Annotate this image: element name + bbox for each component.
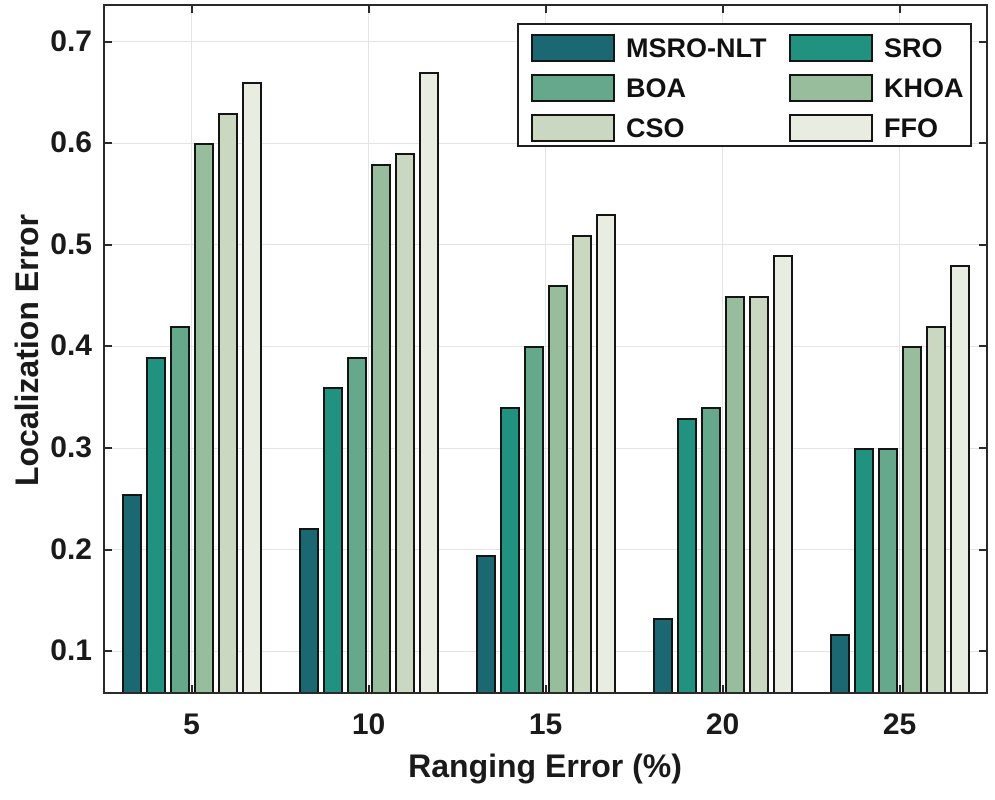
x-tick-top-25	[898, 4, 901, 13]
bar-boa-15	[523, 346, 544, 694]
legend-swatch-cso	[531, 114, 615, 142]
bar-msro-nlt-15	[475, 554, 496, 694]
bar-khoa-15	[547, 285, 568, 694]
v-gridline-10	[368, 4, 369, 694]
bar-khoa-5	[193, 143, 214, 694]
bar-sro-25	[853, 448, 874, 694]
y-tick-label-0.1: 0.1	[50, 634, 92, 668]
legend-swatch-msro-nlt	[531, 34, 615, 62]
legend: MSRO-NLT SRO BOA KHOA CSO FFO	[517, 23, 972, 147]
y-tick-right-0.7	[979, 40, 988, 43]
x-tick-bottom-20	[721, 685, 724, 694]
bar-cso-20	[748, 295, 769, 694]
v-gridline-25	[899, 4, 900, 694]
y-tick-right-0.3	[979, 447, 988, 450]
legend-label-ffo: FFO	[884, 113, 938, 143]
y-tick-left-0.7	[103, 40, 112, 43]
y-tick-right-0.4	[979, 345, 988, 348]
legend-label-boa: BOA	[626, 73, 686, 103]
y-tick-label-0.7: 0.7	[50, 24, 92, 58]
legend-label-msro-nlt: MSRO-NLT	[626, 33, 767, 63]
bar-msro-nlt-10	[298, 528, 319, 694]
bar-boa-10	[346, 356, 367, 694]
y-tick-left-0.6	[103, 142, 112, 145]
legend-swatch-boa	[531, 74, 615, 102]
bar-msro-nlt-25	[829, 634, 850, 694]
bar-cso-25	[925, 326, 946, 694]
bar-boa-25	[877, 448, 898, 694]
y-tick-label-0.6: 0.6	[50, 126, 92, 160]
y-tick-label-0.3: 0.3	[50, 431, 92, 465]
legend-item-msro-nlt: MSRO-NLT	[531, 33, 766, 64]
y-tick-left-0.2	[103, 548, 112, 551]
x-tick-label-25: 25	[882, 708, 917, 741]
legend-item-boa: BOA	[531, 73, 746, 104]
v-gridline-20	[722, 4, 723, 694]
x-tick-label-20: 20	[705, 708, 740, 741]
x-tick-bottom-25	[898, 685, 901, 694]
x-tick-top-10	[367, 4, 370, 13]
legend-label-cso: CSO	[626, 113, 685, 143]
y-tick-label-0.4: 0.4	[50, 329, 92, 363]
plot-area	[103, 4, 988, 694]
bar-msro-nlt-20	[652, 617, 673, 694]
legend-item-sro: SRO	[789, 33, 995, 64]
x-tick-top-5	[190, 4, 193, 13]
x-tick-bottom-5	[190, 685, 193, 694]
y-tick-left-0.5	[103, 243, 112, 246]
legend-item-ffo: FFO	[789, 113, 995, 144]
bar-ffo-20	[772, 255, 793, 694]
x-tick-label-15: 15	[528, 708, 563, 741]
y-tick-left-0.4	[103, 345, 112, 348]
legend-label-sro: SRO	[884, 33, 943, 63]
bar-ffo-15	[595, 214, 616, 694]
y-tick-right-0.1	[979, 650, 988, 653]
v-gridline-5	[191, 4, 192, 694]
legend-label-khoa: KHOA	[884, 73, 964, 103]
y-tick-right-0.5	[979, 243, 988, 246]
legend-item-cso: CSO	[531, 113, 746, 144]
legend-swatch-khoa	[789, 74, 873, 102]
bar-cso-15	[571, 234, 592, 694]
x-tick-top-15	[544, 4, 547, 13]
bar-ffo-25	[949, 265, 970, 694]
y-tick-right-0.6	[979, 142, 988, 145]
x-tick-bottom-15	[544, 685, 547, 694]
y-tick-label-0.2: 0.2	[50, 532, 92, 566]
bar-khoa-25	[901, 346, 922, 694]
bar-cso-10	[394, 153, 415, 694]
bar-boa-5	[169, 326, 190, 694]
y-tick-left-0.1	[103, 650, 112, 653]
bar-sro-20	[676, 417, 697, 694]
v-gridline-15	[545, 4, 546, 694]
bar-khoa-20	[724, 295, 745, 694]
bar-boa-20	[700, 407, 721, 694]
x-axis-label: Ranging Error (%)	[408, 748, 682, 784]
x-tick-top-20	[721, 4, 724, 13]
x-tick-label-10: 10	[351, 708, 386, 741]
legend-item-khoa: KHOA	[789, 73, 995, 104]
y-tick-left-0.3	[103, 447, 112, 450]
bar-ffo-5	[241, 82, 262, 694]
x-tick-label-5: 5	[183, 708, 200, 741]
y-tick-right-0.2	[979, 548, 988, 551]
bar-sro-15	[499, 407, 520, 694]
legend-swatch-ffo	[789, 114, 873, 142]
bar-sro-10	[322, 387, 343, 694]
x-tick-bottom-10	[367, 685, 370, 694]
bar-sro-5	[145, 356, 166, 694]
bar-ffo-10	[418, 72, 439, 694]
legend-swatch-sro	[789, 34, 873, 62]
bar-msro-nlt-5	[121, 493, 142, 694]
y-tick-label-0.5: 0.5	[50, 227, 92, 261]
bar-cso-5	[217, 112, 238, 694]
bar-khoa-10	[370, 163, 391, 694]
